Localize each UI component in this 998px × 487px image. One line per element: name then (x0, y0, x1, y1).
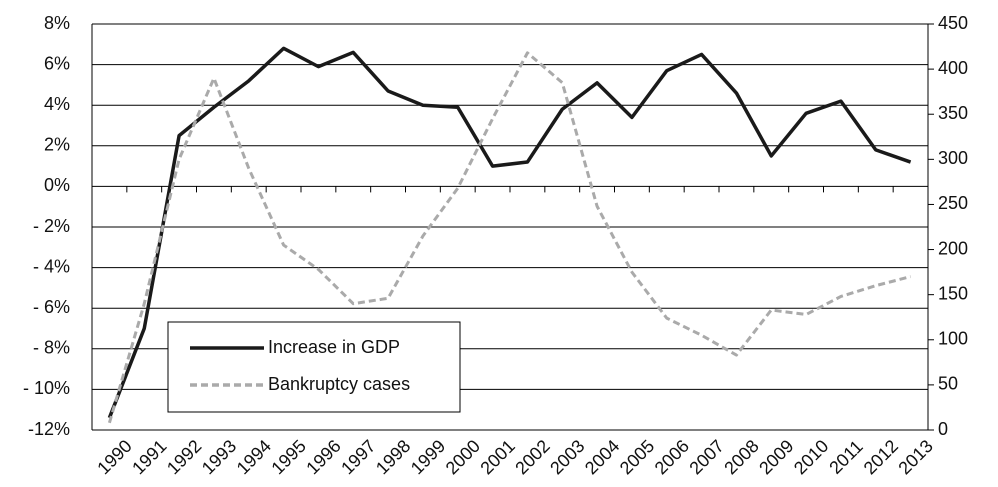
series-line (107, 51, 911, 424)
y2-tick-label: 100 (938, 329, 968, 349)
y-tick-label: -12% (28, 419, 70, 439)
y2-tick-label: 450 (938, 13, 968, 33)
x-tick-label: 2013 (894, 436, 936, 478)
legend-label: Increase in GDP (268, 337, 400, 357)
y2-tick-label: 0 (938, 419, 948, 439)
x-tick-label: 2004 (581, 436, 623, 478)
x-tick-label: 2009 (755, 436, 797, 478)
x-tick-label: 1997 (337, 436, 379, 478)
x-tick-label: 2000 (442, 436, 484, 478)
y-tick-label: 4% (44, 94, 70, 114)
legend-label: Bankruptcy cases (268, 374, 410, 394)
x-tick-label: 1994 (233, 436, 275, 478)
y-tick-label: - 4% (33, 256, 70, 276)
y-tick-label: 0% (44, 175, 70, 195)
x-tick-label: 2007 (685, 436, 727, 478)
y2-tick-label: 200 (938, 238, 968, 258)
series-line (107, 46, 912, 419)
legend-box (167, 321, 461, 413)
x-tick-label: 1998 (372, 436, 414, 478)
x-tick-label: 2011 (825, 436, 867, 478)
y-tick-label: 8% (44, 13, 70, 33)
x-tick-label: 1992 (163, 436, 205, 478)
x-tick-label: 2005 (616, 436, 658, 478)
x-tick-label: 2012 (860, 436, 902, 478)
y2-tick-label: 150 (938, 283, 968, 303)
y2-tick-label: 350 (938, 103, 968, 123)
y-tick-label: - 8% (33, 338, 70, 358)
y2-tick-label: 250 (938, 193, 968, 213)
x-tick-label: 1991 (128, 436, 170, 478)
x-tick-label: 2010 (790, 436, 832, 478)
x-tick-label: 1996 (302, 436, 344, 478)
y-tick-label: - 6% (33, 297, 70, 317)
x-tick-label: 1993 (198, 436, 240, 478)
y2-tick-label: 300 (938, 148, 968, 168)
y2-tick-label: 50 (938, 374, 958, 394)
y-tick-label: - 10% (23, 378, 70, 398)
y-tick-label: - 2% (33, 216, 70, 236)
y2-tick-label: 400 (938, 58, 968, 78)
x-tick-label: 1995 (267, 436, 309, 478)
x-tick-label: 2003 (546, 436, 588, 478)
y-tick-label: 2% (44, 135, 70, 155)
y-tick-label: 6% (44, 53, 70, 73)
x-tick-label: 1990 (93, 436, 135, 478)
x-tick-label: 2006 (651, 436, 693, 478)
legend: Increase in GDP Bankruptcy cases (167, 321, 461, 413)
x-tick-label: 2008 (720, 436, 762, 478)
x-tick-label: 2001 (476, 436, 518, 478)
x-tick-label: 1999 (407, 436, 449, 478)
x-tick-label: 2002 (511, 436, 553, 478)
